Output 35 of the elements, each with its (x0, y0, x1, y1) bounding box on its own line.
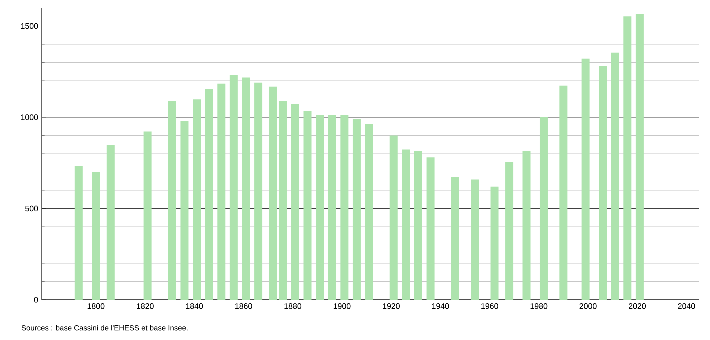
bar (254, 82, 263, 300)
bar (205, 89, 214, 300)
bar (180, 122, 189, 300)
bar (582, 58, 590, 300)
bar (599, 66, 608, 300)
bar (506, 162, 514, 300)
bar (414, 151, 422, 300)
bar (352, 119, 361, 300)
bar (636, 14, 644, 300)
bar (144, 132, 152, 300)
bar (471, 180, 480, 300)
bar (540, 117, 548, 300)
bar (242, 78, 250, 300)
bar (92, 172, 100, 300)
bar (402, 150, 410, 300)
bar (218, 84, 226, 300)
bar (560, 86, 568, 300)
bar (426, 158, 435, 300)
bar (522, 151, 531, 300)
bar (193, 100, 202, 300)
bar (624, 16, 632, 300)
bar (328, 115, 336, 300)
bar (106, 145, 115, 300)
bar (291, 104, 300, 300)
bar (168, 101, 176, 300)
bar (611, 52, 620, 300)
bar (365, 124, 374, 300)
bar (316, 115, 324, 300)
bar (490, 186, 499, 300)
bar (74, 166, 83, 300)
bar (340, 115, 349, 300)
bar (390, 136, 398, 300)
bar (304, 111, 312, 300)
bar (230, 75, 238, 300)
bar (451, 177, 460, 300)
